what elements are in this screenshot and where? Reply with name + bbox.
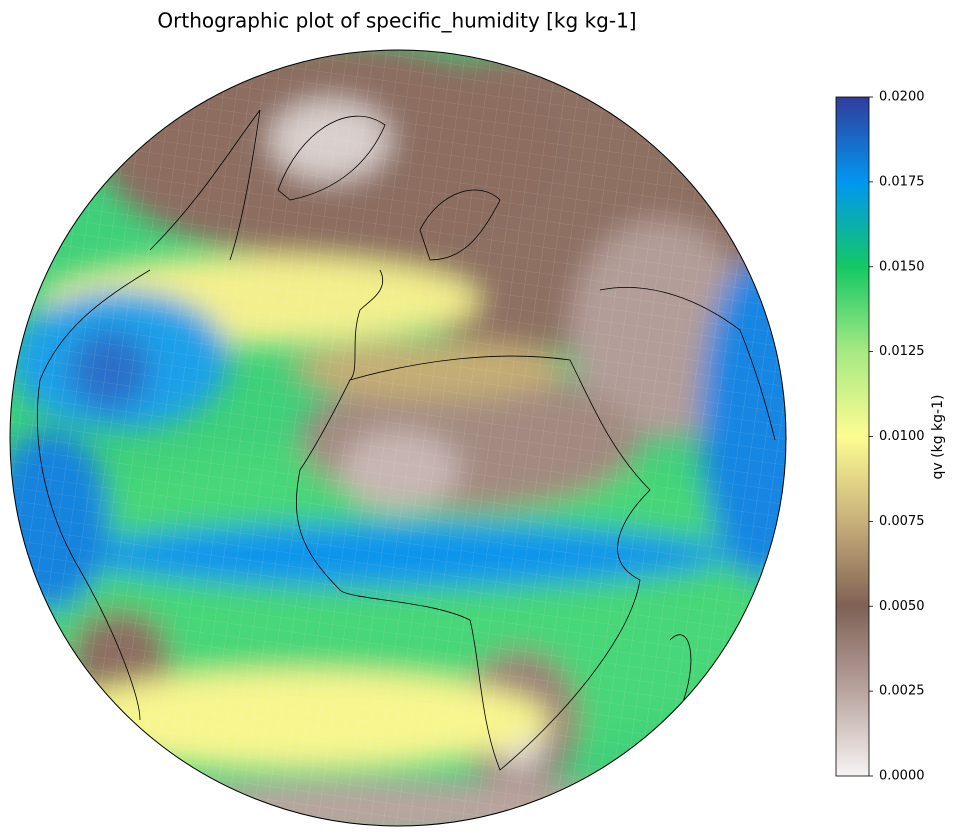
colorbar: 0.0000 0.0025 0.0050 0.0075 0.0100 0.0125 0.01… bbox=[835, 90, 925, 784]
colorbar-tick-label: 0.0025 bbox=[879, 684, 925, 699]
colorbar-tick-label: 0.0125 bbox=[879, 344, 925, 359]
colorbar-label: qv (kg kg-1) bbox=[930, 395, 946, 480]
colorbar-tick-label: 0.0050 bbox=[879, 599, 925, 614]
globe-outline bbox=[9, 49, 787, 827]
colorbar-tick-label: 0.0200 bbox=[879, 90, 925, 105]
coastlines bbox=[37, 109, 776, 771]
colorbar-tick-label: 0.0100 bbox=[879, 429, 925, 444]
colorbar-tick-label: 0.0175 bbox=[879, 174, 925, 189]
colorbar-ramp bbox=[835, 96, 870, 777]
colorbar-tick-label: 0.0150 bbox=[879, 259, 925, 274]
colorbar-tick-label: 0.0075 bbox=[879, 514, 925, 529]
colorbar-tick-label: 0.0000 bbox=[879, 769, 925, 784]
globe bbox=[10, 50, 786, 826]
chart-title: Orthographic plot of specific_humidity [… bbox=[157, 9, 636, 33]
